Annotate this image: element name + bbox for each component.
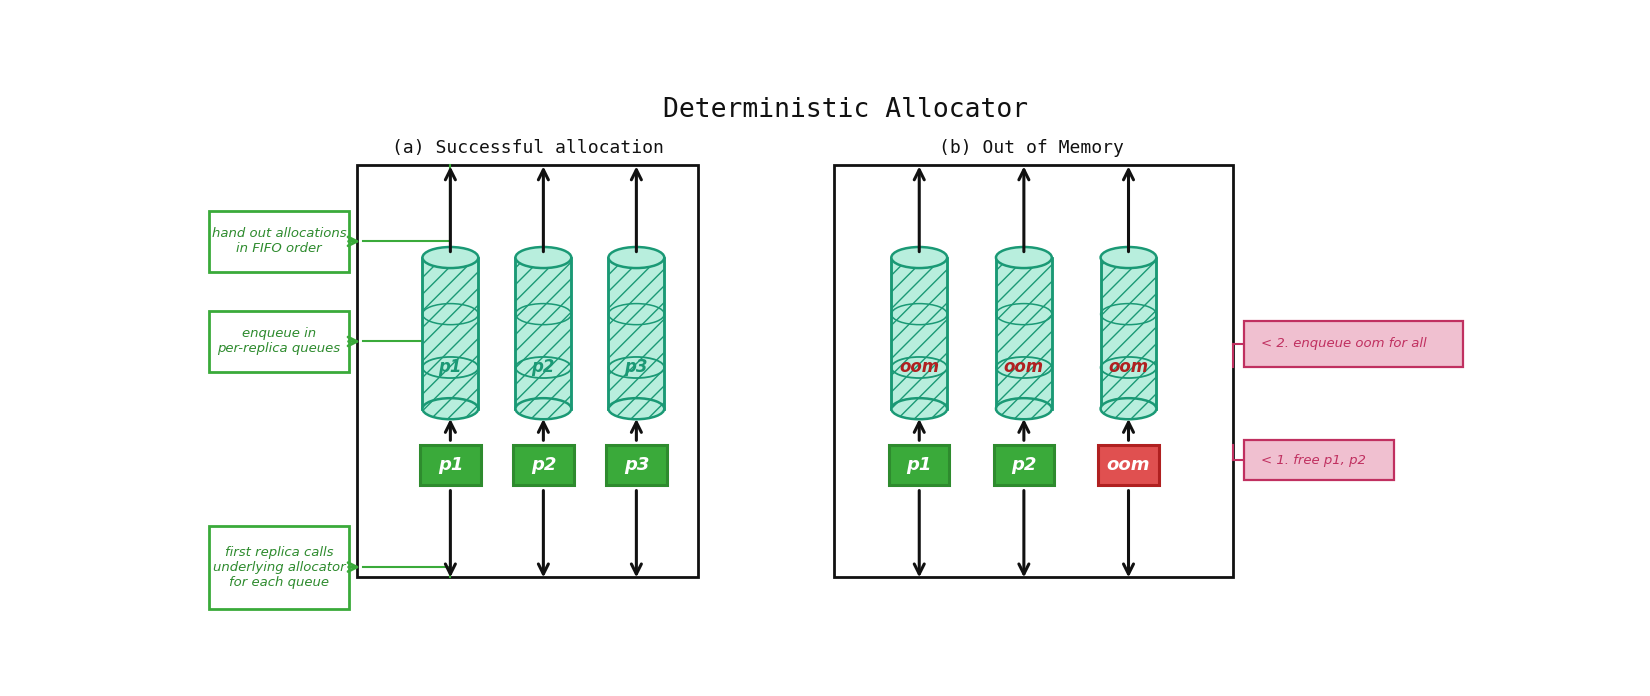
Bar [889, 445, 949, 486]
Text: (a) Successful allocation: (a) Successful allocation [393, 139, 663, 157]
Text: p2: p2 [531, 358, 554, 377]
FancyBboxPatch shape [210, 211, 348, 272]
Bar [515, 258, 571, 409]
Bar [1101, 258, 1157, 409]
Text: oom: oom [1107, 457, 1150, 475]
Ellipse shape [891, 398, 947, 419]
Ellipse shape [609, 247, 665, 268]
Bar [891, 258, 947, 409]
Text: p3: p3 [624, 457, 648, 475]
Bar [997, 258, 1051, 409]
Text: first replica calls
underlying allocator
for each queue: first replica calls underlying allocator… [213, 546, 345, 589]
Ellipse shape [422, 398, 478, 419]
Bar [515, 258, 571, 409]
Bar [421, 445, 480, 486]
Text: < 1. free p1, p2: < 1. free p1, p2 [1261, 454, 1366, 466]
Text: hand out allocations
in FIFO order: hand out allocations in FIFO order [211, 228, 346, 255]
Bar [1101, 258, 1157, 409]
Ellipse shape [515, 398, 571, 419]
Text: p2: p2 [1011, 457, 1036, 475]
Text: p1: p1 [439, 358, 462, 377]
Text: (b) Out of Memory: (b) Out of Memory [939, 139, 1124, 157]
Ellipse shape [1101, 247, 1157, 268]
Bar [513, 445, 574, 486]
Ellipse shape [997, 398, 1051, 419]
FancyBboxPatch shape [1244, 321, 1464, 367]
Bar [833, 165, 1233, 577]
Ellipse shape [609, 398, 665, 419]
Bar [993, 445, 1054, 486]
Ellipse shape [515, 247, 571, 268]
Ellipse shape [997, 247, 1051, 268]
FancyBboxPatch shape [1244, 440, 1394, 480]
Text: p3: p3 [625, 358, 648, 377]
Bar [606, 445, 667, 486]
Ellipse shape [422, 247, 478, 268]
Text: < 2. enqueue oom for all: < 2. enqueue oom for all [1261, 338, 1427, 350]
Text: oom: oom [899, 358, 939, 377]
Text: p2: p2 [531, 457, 556, 475]
Ellipse shape [1101, 398, 1157, 419]
FancyBboxPatch shape [210, 310, 348, 372]
Text: Deterministic Allocator: Deterministic Allocator [663, 97, 1028, 122]
Text: p1: p1 [906, 457, 932, 475]
FancyBboxPatch shape [210, 525, 348, 609]
Bar [997, 258, 1051, 409]
Text: oom: oom [1109, 358, 1148, 377]
Bar [358, 165, 698, 577]
Text: oom: oom [1003, 358, 1044, 377]
Bar [891, 258, 947, 409]
Bar [422, 258, 478, 409]
Bar [609, 258, 665, 409]
Bar [422, 258, 478, 409]
Text: p1: p1 [437, 457, 464, 475]
Ellipse shape [891, 247, 947, 268]
Bar [1099, 445, 1158, 486]
Bar [609, 258, 665, 409]
Text: enqueue in
per-replica queues: enqueue in per-replica queues [218, 328, 340, 356]
